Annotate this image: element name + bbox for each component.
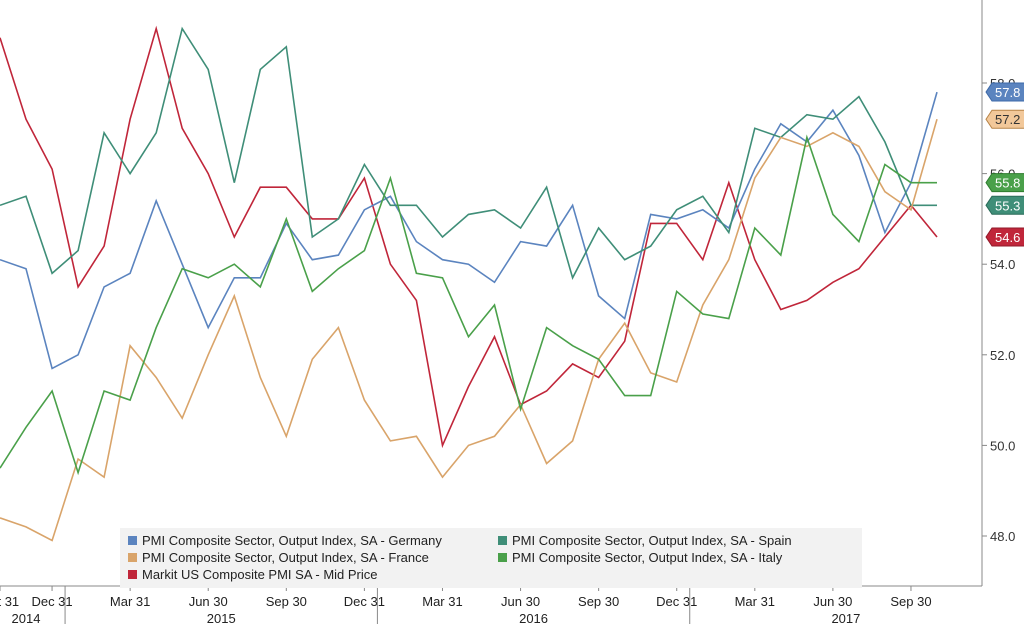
legend-item-france: PMI Composite Sector, Output Index, SA -… [128, 549, 498, 566]
y-tick-label: 50.0 [990, 438, 1015, 453]
x-axis: Oct 31 Dec 31 Mar 31 Jun 30 Sep 30 Dec 31 Mar … [0, 586, 932, 624]
value-tag-label: 55.8 [995, 176, 1020, 191]
legend-swatch-germany [128, 536, 137, 545]
series-line-1 [0, 91, 938, 370]
x-tick-label: Mar 31 [110, 594, 150, 609]
value-tag-label: 54.6 [995, 230, 1020, 245]
y-tick-label: 54.0 [990, 257, 1015, 272]
x-tick-label: Dec 31 [31, 594, 72, 609]
x-year-label: 2017 [831, 611, 860, 624]
value-tag-shape [985, 227, 1024, 247]
x-tick-label: Sep 30 [266, 594, 307, 609]
y-tick-label: 52.0 [990, 348, 1015, 363]
x-tick-label: Oct 31 [0, 594, 19, 609]
x-tick-label: Jun 30 [501, 594, 540, 609]
chart-legend: PMI Composite Sector, Output Index, SA -… [120, 528, 862, 588]
legend-label-france: PMI Composite Sector, Output Index, SA -… [142, 550, 429, 565]
last-value-tags: 57.8 57.2 55.8 55.3 54.6 [985, 82, 1024, 247]
x-tick-label: Jun 30 [813, 594, 852, 609]
value-tag-label: 55.3 [995, 198, 1020, 213]
legend-swatch-france [128, 553, 137, 562]
series-line-5 [0, 25, 938, 449]
value-tag-shape [985, 82, 1024, 102]
legend-item-us: Markit US Composite PMI SA - Mid Price [128, 566, 498, 583]
value-tag-shape [985, 109, 1024, 129]
x-tick-label: Mar 31 [735, 594, 775, 609]
x-year-label: 2016 [519, 611, 548, 624]
legend-label-italy: PMI Composite Sector, Output Index, SA -… [512, 550, 783, 565]
y-axis: 48.050.052.054.056.058.0 [982, 76, 1015, 544]
legend-swatch-us [128, 570, 137, 579]
series-line-3 [0, 118, 938, 542]
legend-item-spain: PMI Composite Sector, Output Index, SA -… [498, 532, 868, 549]
legend-swatch-spain [498, 536, 507, 545]
legend-label-us: Markit US Composite PMI SA - Mid Price [142, 567, 378, 582]
x-tick-label: Jun 30 [189, 594, 228, 609]
chart-frame [0, 0, 983, 587]
x-year-label: 2014 [12, 611, 41, 624]
legend-label-spain: PMI Composite Sector, Output Index, SA -… [512, 533, 792, 548]
value-tag-shape [985, 173, 1024, 193]
legend-item-germany: PMI Composite Sector, Output Index, SA -… [128, 532, 498, 549]
legend-swatch-italy [498, 553, 507, 562]
value-tag-label: 57.8 [995, 85, 1020, 100]
x-tick-label: Dec 31 [344, 594, 385, 609]
legend-label-germany: PMI Composite Sector, Output Index, SA -… [142, 533, 442, 548]
x-tick-label: Sep 30 [890, 594, 931, 609]
x-year-label: 2015 [207, 611, 236, 624]
x-tick-label: Sep 30 [578, 594, 619, 609]
x-tick-label: Dec 31 [656, 594, 697, 609]
series-lines [0, 25, 938, 542]
series-line-4 [0, 134, 937, 476]
series-line-2 [0, 26, 937, 280]
legend-item-italy: PMI Composite Sector, Output Index, SA -… [498, 549, 868, 566]
y-tick-label: 48.0 [990, 529, 1015, 544]
x-tick-label: Mar 31 [422, 594, 462, 609]
value-tag-shape [985, 195, 1024, 215]
value-tag-label: 57.2 [995, 112, 1020, 127]
